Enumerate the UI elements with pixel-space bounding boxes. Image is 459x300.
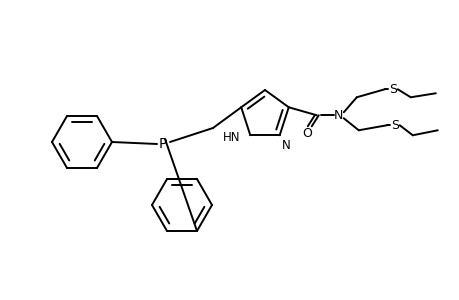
Text: N: N: [333, 109, 343, 122]
Text: S: S: [388, 83, 396, 96]
Text: O: O: [301, 127, 311, 140]
Text: N: N: [281, 139, 290, 152]
Text: P: P: [158, 137, 167, 151]
Text: S: S: [390, 119, 398, 132]
Text: HN: HN: [222, 131, 240, 144]
